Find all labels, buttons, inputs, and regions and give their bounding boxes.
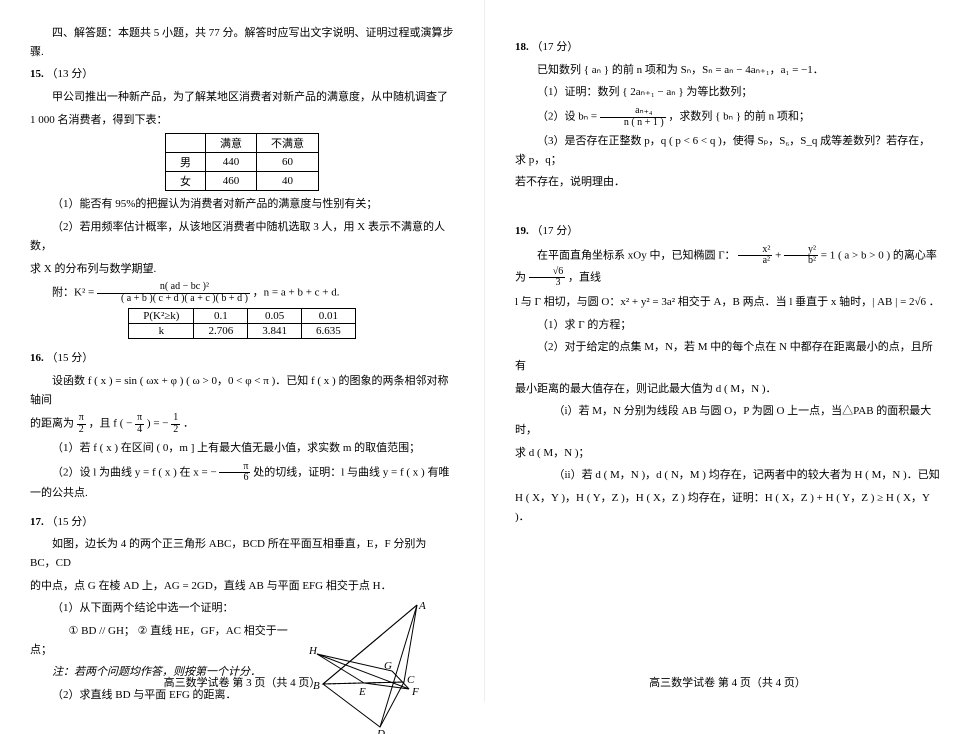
q19-ell2: y²b² — [784, 245, 818, 267]
q19-p2a: （2）对于给定的点集 M，N，若 M 中的每个点在 N 中都存在距离最小的点，且… — [515, 338, 940, 375]
q18-p3b: 若不存在，说明理由． — [515, 173, 940, 192]
t2v2: 3.841 — [248, 324, 302, 339]
t1r2b: 40 — [257, 172, 319, 191]
q17-points: （15 分） — [47, 516, 94, 528]
q17-heading: 17. （15 分） — [30, 513, 454, 532]
q19-l1: 在平面直角坐标系 xOy 中，已知椭圆 Γ： x²a² + y²b² = 1 (… — [515, 245, 940, 289]
q18-p2: （2）设 bₙ = aₙ₊₄ n ( n + 1 ) ，求数列 { bₙ } 的… — [515, 106, 940, 128]
q15-points: （13 分） — [47, 68, 94, 80]
q16-p2: （2）设 l 为曲线 y = f ( x ) 在 x = − π6 处的切线，证… — [30, 462, 454, 503]
q19-l1a: 在平面直角坐标系 xOy 中，已知椭圆 Γ： — [537, 249, 736, 261]
q15-intro1: 甲公司推出一种新产品，为了解某地区消费者对新产品的满意度，从中随机调查了 — [30, 88, 454, 107]
q19-heading: 19. （17 分） — [515, 222, 940, 241]
q19-p2b: 最小距离的最大值存在，则记此最大值为 d ( M，N )． — [515, 380, 940, 399]
t2c2: 0.05 — [248, 309, 302, 324]
frac-12: 12 — [171, 413, 180, 435]
q18-points: （17 分） — [532, 41, 579, 53]
t2v3: 6.635 — [301, 324, 355, 339]
page-3: 四、解答题：本题共 5 小题，共 77 分。解答时应写出文字说明、证明过程或演算… — [0, 0, 485, 702]
lblA: A — [418, 600, 426, 612]
q17-l2: 的中点，点 G 在棱 AD 上，AG = 2GD，直线 AB 与平面 EFG 相… — [30, 577, 454, 596]
q17-figure: A B C D E F G H — [309, 599, 454, 734]
q18-frac: aₙ₊₄ n ( n + 1 ) — [600, 106, 666, 128]
section-header: 四、解答题：本题共 5 小题，共 77 分。解答时应写出文字说明、证明过程或演算… — [30, 24, 454, 61]
q19-p1: （1）求 Γ 的方程； — [515, 316, 940, 335]
q15-frac-den: ( a + b )( c + d )( a + c )( b + d ) — [97, 294, 250, 305]
q15-attach: 附：K² = n( ad − bc )² ( a + b )( c + d )(… — [30, 282, 454, 304]
q17-num: 17. — [30, 516, 44, 528]
q15-attach-label: 附：K² = — [52, 287, 94, 299]
t2c1: 0.1 — [194, 309, 248, 324]
q19-num: 19. — [515, 225, 529, 237]
q16-l2b: ，且 f ( − — [89, 418, 133, 430]
q16-l2: 的距离为 π2 ，且 f ( − π4 ) = − 12 ． — [30, 413, 454, 435]
lblD: D — [376, 728, 385, 734]
t2c3: 0.01 — [301, 309, 355, 324]
page-container: 四、解答题：本题共 5 小题，共 77 分。解答时应写出文字说明、证明过程或演算… — [0, 0, 970, 702]
t1r2: 女 — [166, 172, 206, 191]
t1h1: 满意 — [206, 134, 257, 153]
q19-points: （17 分） — [532, 225, 579, 237]
q18-heading: 18. （17 分） — [515, 38, 940, 57]
q16-p2a: （2）设 l 为曲线 y = f ( x ) 在 x = − — [52, 466, 217, 478]
q16-l2a: 的距离为 — [30, 418, 74, 430]
q15-p2b: 求 X 的分布列与数学期望. — [30, 260, 454, 279]
q19-iib: H ( X，Y )，H ( Y，Z )，H ( X，Z ) 均存在，证明：H (… — [515, 489, 940, 526]
q15-p1: （1）能否有 95%的把握认为消费者对新产品的满意度与性别有关； — [30, 195, 454, 214]
t1r1a: 440 — [206, 153, 257, 172]
t2v1: 2.706 — [194, 324, 248, 339]
q18-p1: （1）证明：数列 { 2aₙ₊₁ − aₙ } 为等比数列； — [515, 83, 940, 102]
q15-heading: 15. （13 分） — [30, 65, 454, 84]
q15-attach-tail: ，n = a + b + c + d. — [253, 287, 340, 299]
q15-frac-num: n( ad − bc )² — [97, 282, 250, 294]
q18-p2b: ，求数列 { bₙ } 的前 n 项和； — [668, 111, 809, 123]
t2r: k — [129, 324, 194, 339]
q19-ell1: x²a² — [738, 245, 772, 267]
q15-intro2: 1 000 名消费者，得到下表： — [30, 111, 454, 130]
frac-pi6: π6 — [219, 462, 250, 484]
t1r1b: 60 — [257, 153, 319, 172]
q15-table2: P(K²≥k)0.10.050.01 k2.7063.8416.635 — [128, 308, 355, 339]
q15-table1: 满意不满意 男44060 女46040 — [165, 133, 319, 191]
q19-ia: （i）若 M，N 分别为线段 AB 与圆 O，P 为圆 O 上一点，当△PAB … — [515, 402, 940, 439]
lblH: H — [309, 645, 318, 657]
frac-pi4: π4 — [135, 413, 144, 435]
q19-l1c: ，直线 — [568, 271, 601, 283]
q15-num: 15. — [30, 68, 44, 80]
q19-ib: 求 d ( M，N )； — [515, 444, 940, 463]
q15-p2a: （2）若用频率估计概率，从该地区消费者中随机选取 3 人，用 X 表示不满意的人… — [30, 218, 454, 255]
q18-frac-den: n ( n + 1 ) — [600, 118, 666, 129]
footer-left: 高三数学试卷 第 3 页（共 4 页） — [0, 674, 484, 690]
footer-right: 高三数学试卷 第 4 页（共 4 页） — [485, 674, 970, 690]
q16-heading: 16. （15 分） — [30, 349, 454, 368]
t2h: P(K²≥k) — [129, 309, 194, 324]
q17-l1: 如图，边长为 4 的两个正三角形 ABC，BCD 所在平面互相垂直，E，F 分别… — [30, 535, 454, 572]
q16-l2d: ． — [183, 418, 194, 430]
q19-l2: l 与 Γ 相切，与圆 O：x² + y² = 3a² 相交于 A，B 两点．当… — [515, 293, 940, 312]
page-4: 18. （17 分） 已知数列 { aₙ } 的前 n 项和为 Sₙ，Sₙ = … — [485, 0, 970, 702]
t1h2: 不满意 — [257, 134, 319, 153]
q18-p3a: （3）是否存在正整数 p，q ( p < 6 < q )，使得 Sₚ，S₆，S_… — [515, 132, 940, 169]
q19-ecc: √63 — [529, 267, 566, 289]
q18-num: 18. — [515, 41, 529, 53]
t1r2a: 460 — [206, 172, 257, 191]
lblG: G — [384, 660, 392, 672]
q19-iia: （ii）若 d ( M，N )，d ( N，M ) 均存在，记两者中的较大者为 … — [515, 466, 940, 485]
q15-frac: n( ad − bc )² ( a + b )( c + d )( a + c … — [97, 282, 250, 304]
q18-frac-num: aₙ₊₄ — [600, 106, 666, 118]
q16-num: 16. — [30, 352, 44, 364]
q18-l1: 已知数列 { aₙ } 的前 n 项和为 Sₙ，Sₙ = aₙ − 4aₙ₊₁，… — [515, 61, 940, 80]
q16-p1: （1）若 f ( x ) 在区间 ( 0，m ] 上有最大值无最小值，求实数 m… — [30, 439, 454, 458]
q17-body-with-fig: A B C D E F G H （1）从下面两个结论中选一个证明： ① BD /… — [30, 599, 454, 734]
q16-points: （15 分） — [47, 352, 94, 364]
q16-l2c: ) = − — [147, 418, 169, 430]
q16-l1: 设函数 f ( x ) = sin ( ωx + φ ) ( ω > 0，0 <… — [30, 372, 454, 409]
frac-pi2: π2 — [77, 413, 86, 435]
q18-p2a: （2）设 bₙ = — [537, 111, 597, 123]
t1r1: 男 — [166, 153, 206, 172]
